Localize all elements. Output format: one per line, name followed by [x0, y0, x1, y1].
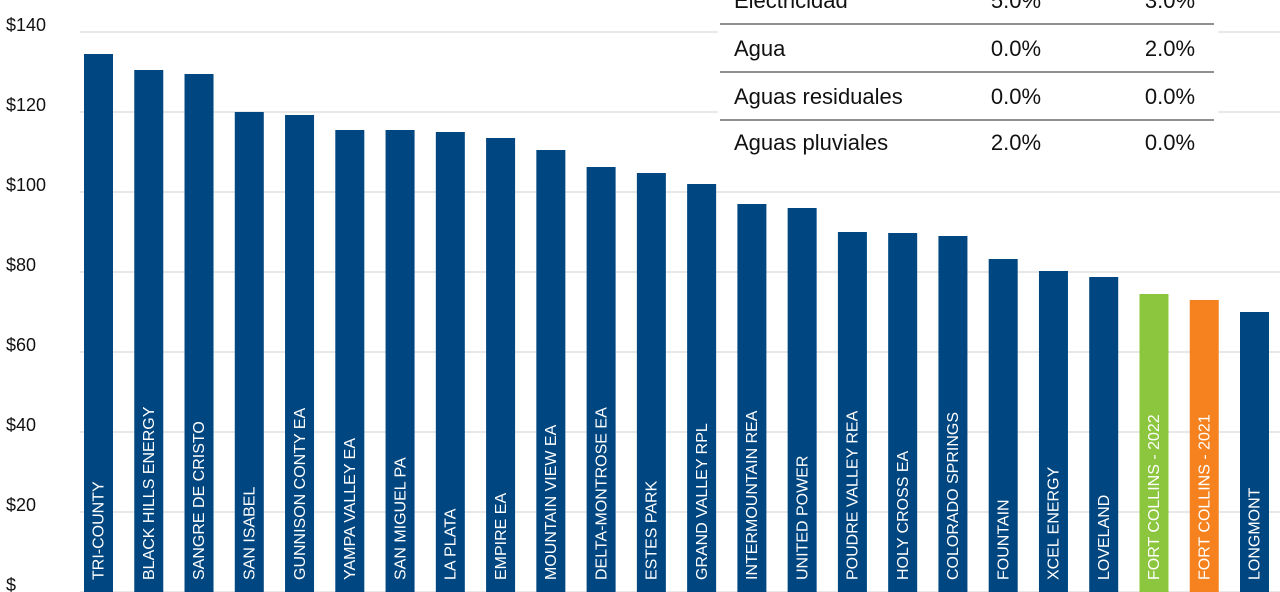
- bar: [586, 167, 616, 592]
- bar-label: XCEL ENERGY: [1046, 466, 1063, 580]
- table-value: 0.0%: [1145, 130, 1195, 155]
- bar-label: COLORADO SPRINGS: [945, 412, 962, 580]
- bar-label: SANGRE DE CRISTO: [191, 421, 208, 580]
- bar-label: SAN MIGUEL PA: [392, 457, 409, 580]
- bar-label: HOLY CROSS EA: [895, 450, 912, 580]
- bar-label: ESTES PARK: [644, 480, 661, 580]
- bar: [687, 184, 717, 592]
- table-label: Electricidad: [734, 0, 848, 13]
- bar-label: INTERMOUNTAIN REA: [744, 410, 761, 580]
- bar: [636, 173, 666, 592]
- table-background: [718, 0, 1218, 168]
- bar-label: FORT COLLINS - 2021: [1196, 414, 1213, 580]
- y-tick-label: $80: [6, 255, 36, 275]
- bar: [134, 70, 164, 592]
- y-tick-label: $100: [6, 175, 46, 195]
- table-value: 2.0%: [991, 130, 1041, 155]
- bar: [184, 74, 214, 592]
- bar: [787, 208, 817, 592]
- y-tick-label: $40: [6, 415, 36, 435]
- bar: [837, 232, 867, 592]
- bar-label: LOVELAND: [1096, 495, 1113, 580]
- bar-label: MOUNTAIN VIEW EA: [543, 424, 560, 580]
- bar: [285, 115, 315, 592]
- bar-label: DELTA-MONTROSE EA: [593, 407, 610, 580]
- bar-label: LONGMONT: [1247, 487, 1264, 580]
- bar: [938, 236, 968, 592]
- bar: [1089, 277, 1119, 592]
- table-label: Agua: [734, 36, 786, 61]
- bar: [1189, 300, 1219, 592]
- bar-label: SAN ISABEL: [242, 487, 259, 580]
- bar-label: EMPIRE EA: [493, 493, 510, 580]
- bar: [1038, 271, 1068, 592]
- bar: [888, 233, 918, 592]
- y-tick-label: $120: [6, 95, 46, 115]
- y-tick-label: $140: [6, 15, 46, 35]
- bar-label: GRAND VALLEY RPL: [694, 423, 711, 580]
- bar: [335, 130, 365, 592]
- bar-label: FOUNTAIN: [995, 499, 1012, 580]
- bar: [1240, 312, 1269, 592]
- bar: [385, 130, 415, 592]
- bar: [536, 150, 566, 592]
- y-tick-label: $60: [6, 335, 36, 355]
- bar: [435, 132, 465, 592]
- bar-label: GUNNISON CONTY EA: [292, 408, 309, 581]
- bar-label: YAMPA VALLEY EA: [342, 438, 359, 580]
- table-value: 3.0%: [1145, 0, 1195, 13]
- bar-label: UNITED POWER: [794, 456, 811, 580]
- table-value: 2.0%: [1145, 36, 1195, 61]
- bar: [486, 138, 516, 592]
- table-label: Aguas residuales: [734, 84, 903, 109]
- table-value: 0.0%: [991, 36, 1041, 61]
- bar: [737, 204, 767, 592]
- bar: [1139, 294, 1169, 592]
- y-tick-label: $20: [6, 495, 36, 515]
- bar-label: TRI-COUNTY: [91, 481, 108, 580]
- bar-label: FORT COLLINS - 2022: [1146, 414, 1163, 580]
- bar-label: BLACK HILLS ENERGY: [141, 406, 158, 580]
- bar: [84, 54, 113, 592]
- y-tick-label: $: [6, 575, 16, 592]
- bar-label: LA PLATA: [443, 508, 460, 580]
- table-label: Aguas pluviales: [734, 130, 888, 155]
- table-value: 5.0%: [991, 0, 1041, 13]
- bar: [988, 259, 1018, 592]
- bar-label: POUDRE VALLEY REA: [845, 410, 862, 580]
- table-value: 0.0%: [991, 84, 1041, 109]
- bar: [234, 112, 264, 592]
- table-value: 0.0%: [1145, 84, 1195, 109]
